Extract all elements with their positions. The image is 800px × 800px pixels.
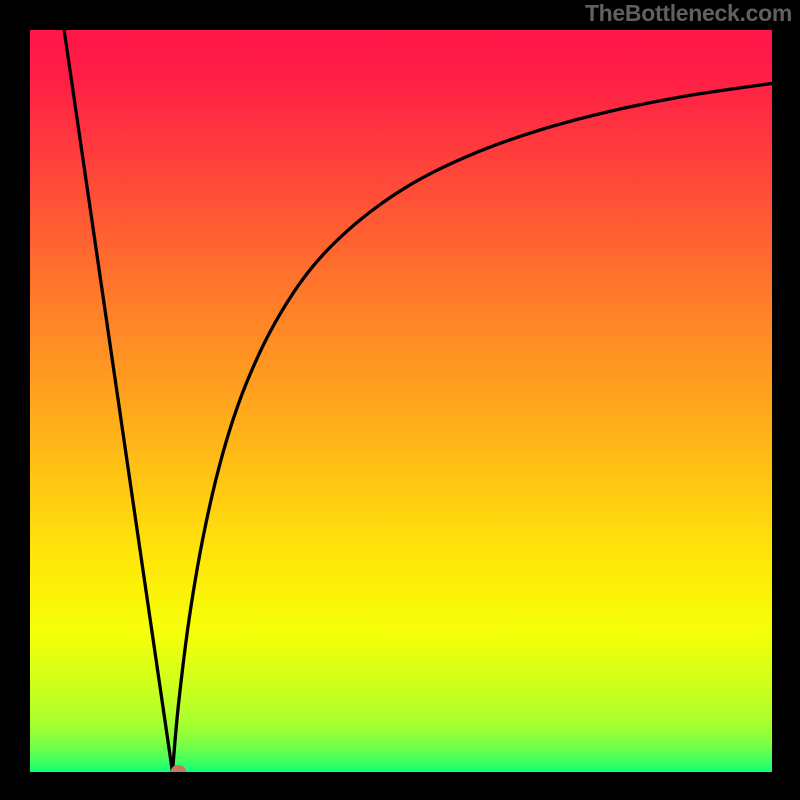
plot-area	[30, 30, 772, 772]
bottleneck-curve	[64, 30, 772, 772]
optimal-point-marker	[171, 766, 185, 772]
watermark-text: TheBottleneck.com	[585, 0, 792, 27]
chart-container: TheBottleneck.com	[0, 0, 800, 800]
curve-layer	[30, 30, 772, 772]
